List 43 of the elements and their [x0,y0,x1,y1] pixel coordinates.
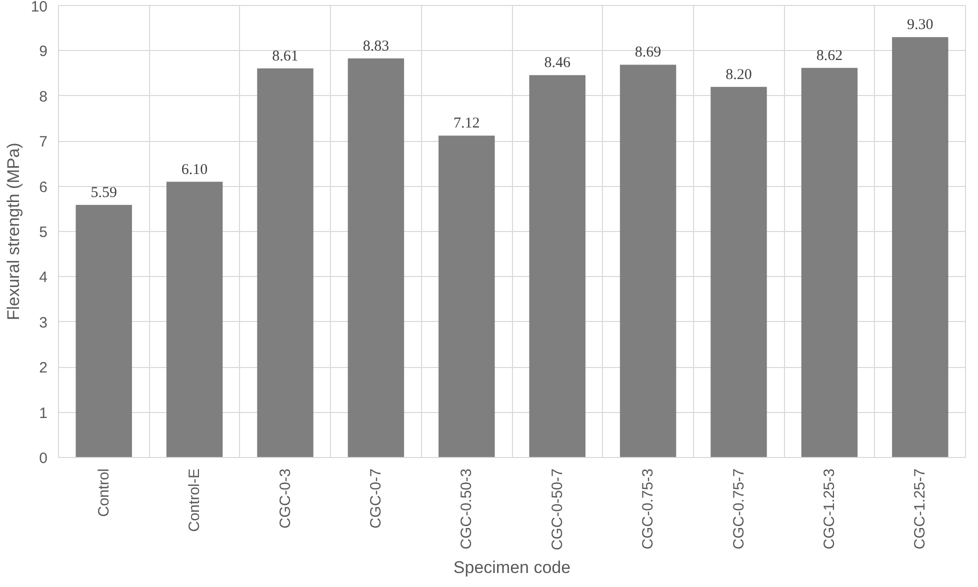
y-tick-label: 2 [39,360,48,377]
bar [710,86,767,458]
y-tick-label: 3 [39,314,48,332]
x-axis-title: Specimen code [453,558,571,578]
bar [892,37,948,458]
bar [166,182,223,458]
bar [257,68,314,458]
y-tick-label: 5 [39,224,48,241]
data-label: 5.59 [90,184,117,201]
bar [76,204,132,458]
y-tick-label: 4 [39,269,48,286]
bar [529,75,586,458]
data-label: 9.30 [907,17,934,34]
data-label: 8.69 [634,44,662,61]
x-tick-label: CGC-0-7 [367,468,384,529]
x-tick-label: CGC-1.25-7 [912,468,929,550]
data-label: 8.83 [362,38,390,54]
data-label: 8.61 [272,48,298,64]
y-tick-label: 9 [39,43,48,60]
x-tick-label: CGC-1.25-3 [820,468,838,550]
data-label: 8.62 [816,48,843,64]
bar [801,68,858,458]
x-tick-label: CGC-0.75-3 [640,468,657,550]
y-tick-label: 8 [39,88,48,106]
x-tick-label: CGC-0-3 [276,468,294,529]
x-tick-label: CGC-0.50-3 [458,468,476,550]
x-tick-label: Control [95,468,112,517]
bar [348,58,404,458]
y-axis-title: Flexural strength (MPa) [4,142,23,320]
data-label: 7.12 [454,116,480,132]
data-label: 8.46 [544,55,571,72]
data-label: 6.10 [181,162,208,178]
data-label: 8.20 [726,66,752,83]
y-tick-label: 1 [39,404,48,422]
y-tick-label: 6 [39,178,48,196]
x-tick-label: CGC-0-50-7 [548,468,566,550]
y-tick-label: 0 [39,450,48,467]
bar [620,64,676,458]
y-tick-label: 7 [39,134,48,151]
bar [438,136,495,458]
x-tick-label: Control-E [186,468,204,532]
y-tick-label: 10 [30,0,48,16]
x-tick-label: CGC-0.75-7 [730,468,748,550]
